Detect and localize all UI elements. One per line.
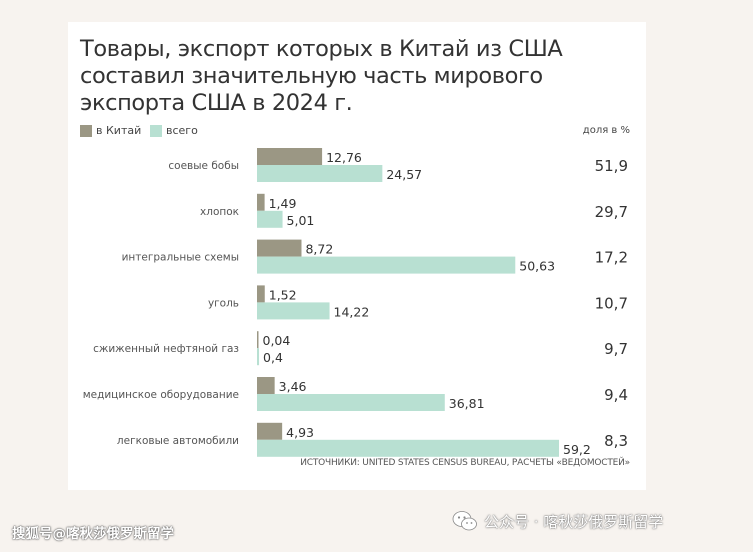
bar-total xyxy=(257,256,516,274)
source-note: ИСТОЧНИКИ: UNITED STATES CENSUS BUREAU, … xyxy=(300,458,630,468)
share-value: 8,3 xyxy=(604,432,628,450)
title-line-1: Товары, экспорт которых в Китай из США xyxy=(80,36,563,62)
bar-total xyxy=(257,439,559,457)
category-label: интегральные схемы xyxy=(122,252,239,264)
share-value: 9,4 xyxy=(604,386,628,404)
value-label-china: 1,49 xyxy=(269,196,297,211)
wechat-icon xyxy=(452,511,477,531)
share-value: 10,7 xyxy=(595,294,628,312)
chart-card xyxy=(68,22,646,490)
value-label-total: 5,01 xyxy=(287,213,315,228)
category-label: уголь xyxy=(208,297,239,309)
footer-right-watermark: 公众号 · 喀秋莎俄罗斯留学 xyxy=(452,510,663,532)
bar-china xyxy=(257,422,283,440)
bar-total xyxy=(257,394,445,411)
bar-total xyxy=(257,302,330,320)
footer-right-text: 公众号 · 喀秋莎俄罗斯留学 xyxy=(484,512,664,531)
value-label-china: 12,76 xyxy=(326,150,362,165)
bar-total xyxy=(257,348,260,366)
bar-china xyxy=(257,193,265,211)
category-label: соевые бобы xyxy=(168,160,239,172)
bar-china xyxy=(257,285,265,303)
value-label-total: 24,57 xyxy=(386,167,422,182)
bar-china xyxy=(257,331,259,349)
bar-chart: соевые бобы 12,76 24,57 51,9 хлопок 1,49 5,01 2… xyxy=(83,148,628,457)
share-value: 9,7 xyxy=(604,340,628,358)
category-label: сжиженный нефтяной газ xyxy=(93,343,239,355)
footer-left-watermark: 搜狐号@喀秋莎俄罗斯留学 xyxy=(12,526,174,542)
bar-total xyxy=(257,165,383,182)
share-value: 17,2 xyxy=(595,249,628,267)
value-label-total: 0,4 xyxy=(263,350,283,365)
bar-total xyxy=(257,210,283,228)
value-label-total: 50,63 xyxy=(519,259,555,274)
bar-china xyxy=(257,377,275,394)
category-label: легковые автомобили xyxy=(117,435,239,447)
share-header: доля в % xyxy=(582,125,630,136)
value-label-china: 0,04 xyxy=(263,333,291,348)
legend-label-total: всего xyxy=(166,124,198,137)
title-line-3: экспорта США в 2024 г. xyxy=(80,90,353,116)
legend-label-china: в Китай xyxy=(96,124,142,137)
legend-swatch-total xyxy=(150,124,162,137)
category-label: хлопок xyxy=(200,206,239,218)
value-label-china: 8,72 xyxy=(305,242,333,257)
value-label-total: 59,2 xyxy=(563,442,591,457)
value-label-china: 3,46 xyxy=(279,379,307,394)
bar-china xyxy=(257,239,302,257)
chart-title: Товары, экспорт которых в Китай из США с… xyxy=(80,36,620,117)
bar-china xyxy=(257,148,323,165)
value-label-total: 36,81 xyxy=(449,396,485,411)
category-label: медицинское оборудование xyxy=(83,389,239,401)
value-label-china: 4,93 xyxy=(286,425,314,440)
legend-item-china: в Китай xyxy=(80,124,141,137)
share-value: 29,7 xyxy=(595,203,628,221)
title-line-2: составил значительную часть мирового xyxy=(80,63,543,89)
legend-item-total: всего xyxy=(150,124,198,137)
value-label-china: 1,52 xyxy=(269,287,297,302)
value-label-total: 14,22 xyxy=(334,304,370,319)
share-value: 51,9 xyxy=(595,157,628,175)
legend-swatch-china xyxy=(80,124,92,137)
